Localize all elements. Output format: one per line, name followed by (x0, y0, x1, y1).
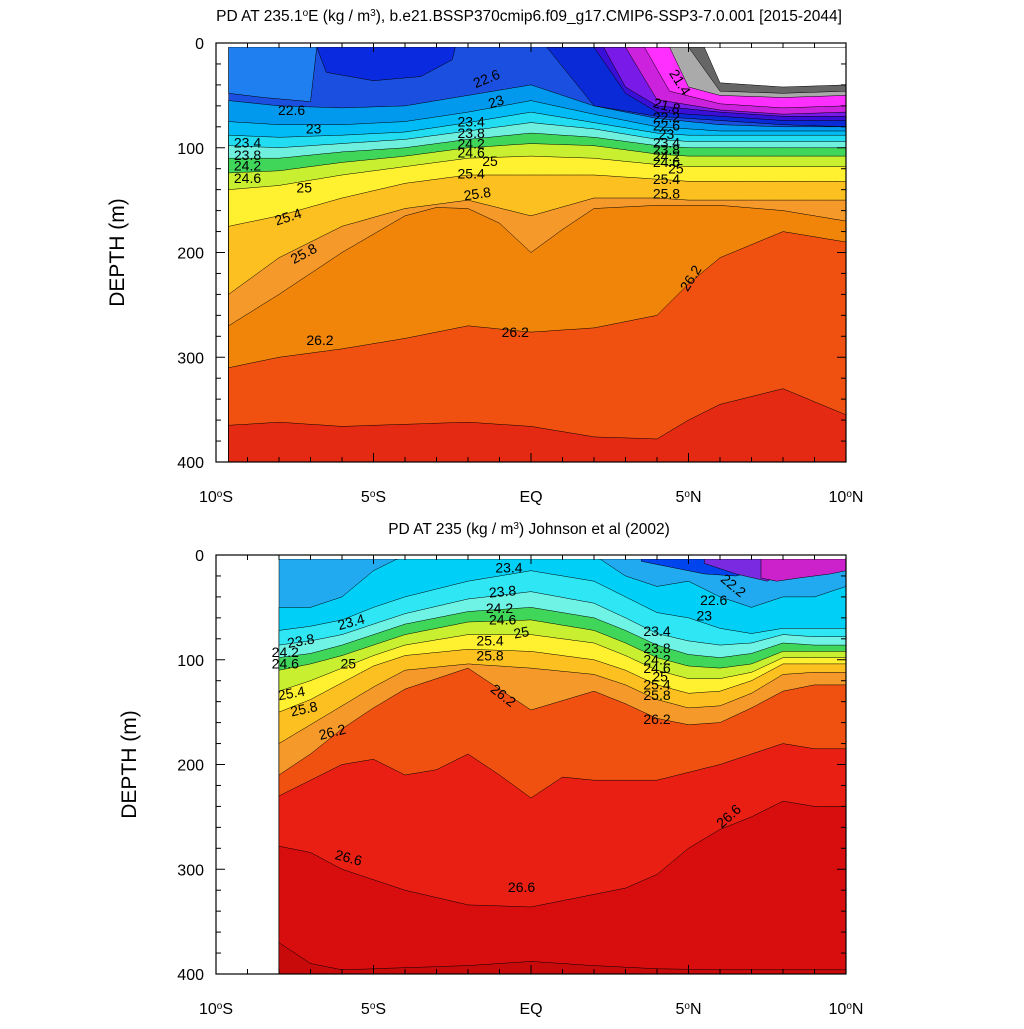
contour-label: 24.6 (489, 612, 516, 628)
y-tick-label: 300 (177, 862, 204, 879)
contour-label: 25.8 (643, 687, 670, 703)
contour-label: 24.2 (643, 652, 670, 668)
contour-label: 23.8 (643, 640, 670, 656)
x-tick-label: 10oN (829, 1001, 864, 1019)
contour-label: 26.2 (502, 324, 529, 340)
contour-band-26.2 (228, 231, 847, 463)
contour-label: 23 (486, 91, 506, 111)
contour-label: 25 (482, 153, 498, 169)
panel-2-plot: 23.423.824.224.6 2525.425.826.223.423.824… (118, 548, 863, 1018)
contour-label: 23.4 (653, 134, 680, 150)
contour-label: 22.6 (700, 592, 727, 608)
surface-patch (228, 46, 318, 102)
contour-label: 24.2 (486, 600, 513, 616)
contour-label: 25 (512, 623, 530, 641)
y-tick-label: 200 (177, 758, 204, 775)
contour-label: 25.8 (476, 647, 503, 663)
contour-label: 25 (296, 179, 312, 195)
x-tick-label: 5oN (675, 1001, 701, 1019)
contour-label: 24.6 (458, 145, 485, 161)
contour-label: 22.6 (278, 102, 305, 118)
x-tick-label: 10oS (199, 489, 233, 507)
contour-label: 24.2 (272, 644, 299, 660)
contour-label: 23.8 (653, 142, 680, 158)
contour-label: 25.4 (458, 166, 485, 182)
y-tick-label: 100 (177, 653, 204, 670)
contour-band-26.6 (278, 800, 847, 975)
contour-label: 22.6 (653, 118, 680, 134)
contour-label: 25.4 (653, 171, 680, 187)
x-tick-label: 10oS (199, 1001, 233, 1019)
contour-label: 23.8 (286, 630, 316, 651)
contour-label: 23.8 (488, 582, 517, 600)
contour-label: 26.2 (643, 711, 670, 727)
contour-label: 24.6 (643, 660, 670, 676)
contour-label: 25.8 (463, 184, 492, 204)
y-tick-label: 0 (195, 548, 204, 565)
contour-label: 22.2 (653, 109, 680, 125)
contour-label: 23.4 (458, 113, 485, 129)
x-tick-label: 10oN (829, 489, 864, 507)
contour-label: 25 (668, 160, 684, 176)
contour-label: 25 (341, 656, 357, 672)
contour-label: 24.6 (272, 656, 299, 672)
x-tick-label: EQ (519, 489, 542, 506)
contour-band-26.4 (228, 388, 847, 463)
y-tick-label: 400 (177, 455, 204, 472)
y-axis-label: DEPTH (m) (118, 710, 141, 819)
y-tick-label: 0 (195, 36, 204, 53)
contour-label: 25.4 (277, 683, 307, 704)
y-tick-label: 200 (177, 246, 204, 263)
contour-label: 21.8 (652, 94, 683, 117)
panel-1-title: PD AT 235.1oE (kg / m3), b.e21.BSSP370cm… (216, 8, 842, 26)
contour-label: 26.6 (508, 879, 535, 895)
contour-label: 23.4 (234, 134, 261, 150)
panel-1-plot: 22.622.6232323.423.824.224.62525.425.826… (106, 36, 863, 506)
contour-label: 23.4 (495, 559, 522, 575)
x-tick-label: 5oN (675, 489, 701, 507)
contour-label: 26.2 (306, 332, 333, 348)
contour-label: 24.6 (234, 170, 261, 186)
contour-band-26.8 (278, 942, 847, 975)
contour-label: 24.2 (458, 135, 485, 151)
contour-label: 25.8 (653, 186, 680, 202)
panel-2-title: PD AT 235 (kg / m3) Johnson et al (2002) (388, 521, 670, 539)
contour-label: 24.2 (653, 148, 680, 164)
contour-label: 23 (696, 608, 712, 624)
x-tick-label: 5oS (361, 489, 386, 507)
contour-label: 23.4 (336, 611, 367, 634)
contour-label: 23 (659, 126, 675, 142)
y-tick-label: 100 (177, 141, 204, 158)
surface-patch (703, 46, 847, 88)
contour-label: 25 (652, 668, 668, 684)
contour-label: 25.4 (643, 677, 670, 693)
contour-label: 25.4 (476, 633, 503, 649)
contour-label: 23 (306, 121, 322, 137)
x-tick-label: EQ (519, 1001, 542, 1018)
y-axis-label: DEPTH (m) (106, 198, 129, 307)
y-tick-label: 400 (177, 967, 204, 984)
contour-label: 23.8 (458, 125, 485, 141)
contour-label: 24.6 (653, 154, 680, 170)
contour-label: 23.8 (234, 147, 261, 163)
contour-label: 23.4 (643, 623, 670, 639)
contour-label: 24.2 (234, 157, 261, 173)
contour-label: 25.8 (289, 698, 319, 719)
contour-label: 26.2 (317, 721, 348, 743)
x-tick-label: 5oS (361, 1001, 386, 1019)
contour-label: 26.6 (333, 846, 364, 869)
y-tick-label: 300 (177, 350, 204, 367)
